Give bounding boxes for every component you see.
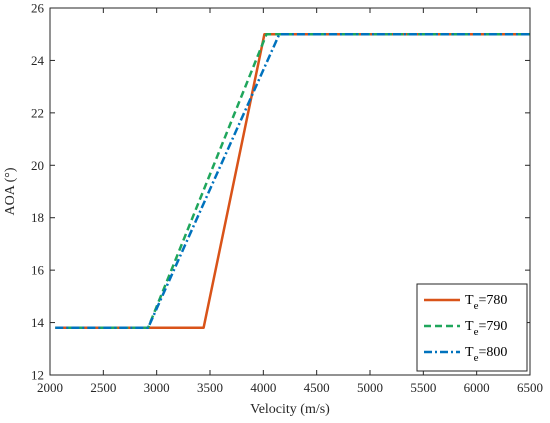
y-tick-label: 20 <box>31 158 44 173</box>
x-tick-label: 3000 <box>144 380 170 395</box>
legend-label-subscript: e <box>474 326 479 338</box>
x-tick-label: 4000 <box>250 380 276 395</box>
legend-label: Te=780 <box>465 293 507 312</box>
legend-label-subscript: e <box>474 300 479 312</box>
y-tick-label: 16 <box>31 263 45 278</box>
axis-tick-labels: 2000 2500 3000 3500 4000 4500 5000 5500 6000 6500… <box>31 1 543 396</box>
legend-label-subscript: e <box>474 352 479 364</box>
legend-label-value: =800 <box>478 345 507 360</box>
y-axis-label: AOA (°) <box>3 167 18 215</box>
y-tick-label: 18 <box>31 210 44 225</box>
legend-label-base: T <box>465 319 474 334</box>
series-line-800 <box>55 32 530 330</box>
legend-box <box>416 283 528 372</box>
x-tick-label: 5500 <box>410 380 436 395</box>
x-tick-label: 2500 <box>90 380 116 395</box>
y-tick-label: 14 <box>31 315 45 330</box>
y-tick-label: 24 <box>31 53 45 68</box>
axis-ticks <box>49 7 531 376</box>
legend-label-value: =790 <box>478 319 507 334</box>
plot-area-frame <box>49 7 531 376</box>
x-tick-label: 5000 <box>357 380 383 395</box>
plot-lines <box>55 32 530 330</box>
x-tick-label: 6000 <box>464 380 490 395</box>
y-tick-label: 22 <box>31 105 44 120</box>
x-axis-label: Velocity (m/s) <box>250 402 330 417</box>
legend-label-value: =780 <box>478 293 507 308</box>
x-tick-label: 4500 <box>304 380 330 395</box>
y-tick-label: 12 <box>31 368 44 383</box>
legend-label-base: T <box>465 293 474 308</box>
legend-label: Te=790 <box>465 319 507 338</box>
y-tick-label: 26 <box>31 1 45 16</box>
legend-label-base: T <box>465 345 474 360</box>
x-tick-label: 3500 <box>197 380 223 395</box>
x-tick-label: 2000 <box>37 380 63 395</box>
legend-label: Te=800 <box>465 345 507 364</box>
x-tick-label: 6500 <box>517 380 543 395</box>
